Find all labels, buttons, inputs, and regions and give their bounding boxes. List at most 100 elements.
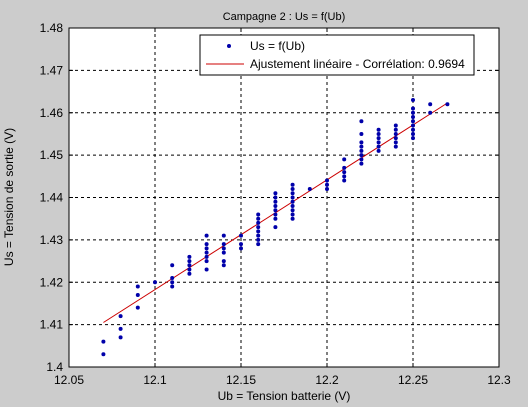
legend-marker-series-1 <box>227 44 231 48</box>
data-point <box>170 276 175 281</box>
data-point <box>187 254 192 259</box>
data-point <box>273 208 278 213</box>
data-point <box>204 242 209 247</box>
data-point <box>239 233 243 238</box>
data-point <box>273 216 278 221</box>
data-point <box>170 280 175 285</box>
data-point <box>221 263 226 268</box>
data-point <box>342 165 347 170</box>
x-tick-label: 12.2 <box>315 373 339 387</box>
data-point <box>290 191 295 196</box>
data-point <box>342 174 347 179</box>
data-point <box>411 136 415 141</box>
data-point <box>221 259 226 264</box>
data-point <box>376 131 381 136</box>
y-tick-label: 1.41 <box>40 318 64 332</box>
data-point <box>359 131 364 136</box>
data-point <box>393 123 398 128</box>
x-axis-label: Ub = Tension batterie (V) <box>218 389 351 403</box>
data-point <box>376 136 381 141</box>
data-point <box>273 212 278 217</box>
chart-title: Campagne 2 : Us = f(Ub) <box>223 11 346 23</box>
data-point <box>411 110 415 115</box>
data-point <box>411 98 415 103</box>
grid <box>69 28 499 367</box>
data-point <box>256 242 261 247</box>
data-point <box>411 127 415 132</box>
x-tick-label: 12.15 <box>226 373 256 387</box>
data-point <box>325 182 329 187</box>
data-point <box>359 144 364 149</box>
data-point <box>135 305 140 310</box>
data-point <box>221 242 226 247</box>
data-point <box>204 254 209 259</box>
axis-ticks: 12.05 12.1 12.15 12.2 12.25 12.3 1.4 1.41 1.42 1.… <box>40 21 511 387</box>
data-point <box>393 127 398 132</box>
plot-area <box>69 28 499 367</box>
data-point <box>376 140 381 145</box>
data-point <box>325 178 329 183</box>
data-point <box>221 233 226 238</box>
data-point <box>256 233 261 238</box>
data-point <box>290 182 295 187</box>
legend: Us = f(Ub) Ajustement linéaire - Corréla… <box>199 34 475 76</box>
y-tick-label: 1.48 <box>40 21 64 35</box>
y-tick-label: 1.4 <box>46 360 63 374</box>
data-point <box>393 144 398 149</box>
data-point <box>204 267 209 272</box>
data-point <box>359 119 364 124</box>
y-tick-label: 1.43 <box>40 233 64 247</box>
data-point <box>221 246 226 251</box>
data-point <box>290 208 295 213</box>
data-point <box>393 136 398 141</box>
data-point <box>170 284 175 289</box>
y-tick-label: 1.47 <box>40 63 64 77</box>
data-point <box>273 225 278 230</box>
x-tick-label: 12.3 <box>487 373 511 387</box>
data-point <box>411 131 415 136</box>
data-point <box>428 110 433 115</box>
data-point <box>376 144 381 149</box>
data-point <box>411 106 415 111</box>
y-tick-label: 1.46 <box>40 106 64 120</box>
legend-box <box>199 34 475 76</box>
data-point <box>359 140 364 145</box>
data-point <box>135 284 140 289</box>
data-point <box>256 237 261 242</box>
data-point <box>290 216 295 221</box>
data-point <box>290 199 295 204</box>
data-point <box>290 203 295 208</box>
data-point <box>221 250 226 255</box>
y-tick-label: 1.45 <box>40 148 64 162</box>
data-points-layer <box>101 98 450 357</box>
data-point <box>411 114 415 119</box>
x-tick-label: 12.25 <box>398 373 428 387</box>
data-point <box>359 153 364 158</box>
data-point <box>135 292 140 297</box>
data-point <box>325 187 329 192</box>
y-tick-label: 1.42 <box>40 275 64 289</box>
data-point <box>290 195 295 200</box>
data-point <box>239 246 243 251</box>
data-point <box>290 212 295 217</box>
x-tick-label: 12.1 <box>143 373 167 387</box>
data-point <box>187 263 192 268</box>
data-point <box>393 140 398 145</box>
data-point <box>342 170 347 175</box>
data-point <box>101 352 106 357</box>
data-point <box>187 259 192 264</box>
data-point <box>256 212 261 217</box>
data-point <box>273 199 278 204</box>
data-point <box>273 191 278 196</box>
data-point <box>359 157 364 162</box>
data-point <box>445 102 450 107</box>
data-point <box>118 335 123 340</box>
data-point <box>359 161 364 166</box>
data-point <box>204 233 209 238</box>
data-point <box>256 229 261 234</box>
data-point <box>273 203 278 208</box>
data-point <box>153 280 157 285</box>
data-point <box>118 326 123 331</box>
data-point <box>170 263 175 268</box>
